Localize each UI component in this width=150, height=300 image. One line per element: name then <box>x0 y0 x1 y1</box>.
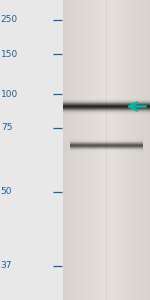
Bar <box>123 0 124 300</box>
Bar <box>134 0 135 300</box>
Bar <box>101 0 102 300</box>
Bar <box>112 0 113 300</box>
Bar <box>103 0 104 300</box>
Bar <box>72 0 73 300</box>
Bar <box>104 0 105 300</box>
Bar <box>78 0 79 300</box>
Bar <box>79 0 80 300</box>
Bar <box>64 0 65 300</box>
Bar <box>121 0 122 300</box>
Bar <box>110 0 111 300</box>
Bar <box>114 0 115 300</box>
Bar <box>97 0 98 300</box>
Bar <box>69 0 71 300</box>
Text: 100: 100 <box>1 90 18 99</box>
Bar <box>118 0 120 300</box>
Bar <box>71 0 72 300</box>
Bar <box>87 0 88 300</box>
Bar <box>75 0 76 300</box>
Bar <box>122 0 123 300</box>
Bar <box>89 0 90 300</box>
Bar <box>86 0 87 300</box>
Bar <box>106 0 108 300</box>
Bar <box>96 0 97 300</box>
Bar <box>113 0 114 300</box>
Bar <box>65 0 66 300</box>
Bar <box>133 0 134 300</box>
Bar <box>137 0 138 300</box>
Bar <box>80 0 81 300</box>
Bar <box>126 0 127 300</box>
Bar <box>129 0 130 300</box>
Bar <box>108 0 109 300</box>
Bar <box>88 0 89 300</box>
Bar <box>83 0 84 300</box>
Bar <box>77 0 78 300</box>
Bar <box>124 0 125 300</box>
Bar <box>105 0 106 300</box>
Bar <box>81 0 82 300</box>
Bar <box>66 0 67 300</box>
Bar <box>132 0 133 300</box>
Bar <box>115 0 116 300</box>
Bar <box>136 0 137 300</box>
Bar <box>76 0 77 300</box>
Bar <box>149 0 150 300</box>
Bar <box>145 0 146 300</box>
Bar <box>135 0 136 300</box>
Bar <box>148 0 149 300</box>
Bar <box>68 0 69 300</box>
Bar <box>130 0 132 300</box>
Bar <box>109 0 110 300</box>
Bar <box>74 0 75 300</box>
Bar <box>102 0 103 300</box>
Text: 37: 37 <box>1 261 12 270</box>
Bar <box>144 0 145 300</box>
Bar <box>128 0 129 300</box>
Bar <box>120 0 121 300</box>
Bar <box>140 0 141 300</box>
Bar <box>127 0 128 300</box>
Bar <box>67 0 68 300</box>
Bar <box>125 0 126 300</box>
Bar <box>98 0 99 300</box>
Bar <box>111 0 112 300</box>
Bar <box>142 0 143 300</box>
Bar <box>139 0 140 300</box>
Bar <box>73 0 74 300</box>
Bar <box>117 0 118 300</box>
Bar <box>90 0 91 300</box>
Bar <box>93 0 94 300</box>
Text: 50: 50 <box>1 188 12 196</box>
Bar <box>91 0 92 300</box>
Text: 250: 250 <box>1 15 18 24</box>
Bar <box>147 0 148 300</box>
Bar <box>84 0 85 300</box>
Bar <box>138 0 139 300</box>
Bar <box>63 0 150 300</box>
Bar <box>92 0 93 300</box>
Bar <box>100 0 101 300</box>
Bar <box>85 0 86 300</box>
Bar <box>116 0 117 300</box>
Bar <box>146 0 147 300</box>
Text: 75: 75 <box>1 123 12 132</box>
Bar <box>141 0 142 300</box>
Text: 150: 150 <box>1 50 18 58</box>
Bar <box>94 0 96 300</box>
Bar <box>99 0 100 300</box>
Bar <box>63 0 64 300</box>
